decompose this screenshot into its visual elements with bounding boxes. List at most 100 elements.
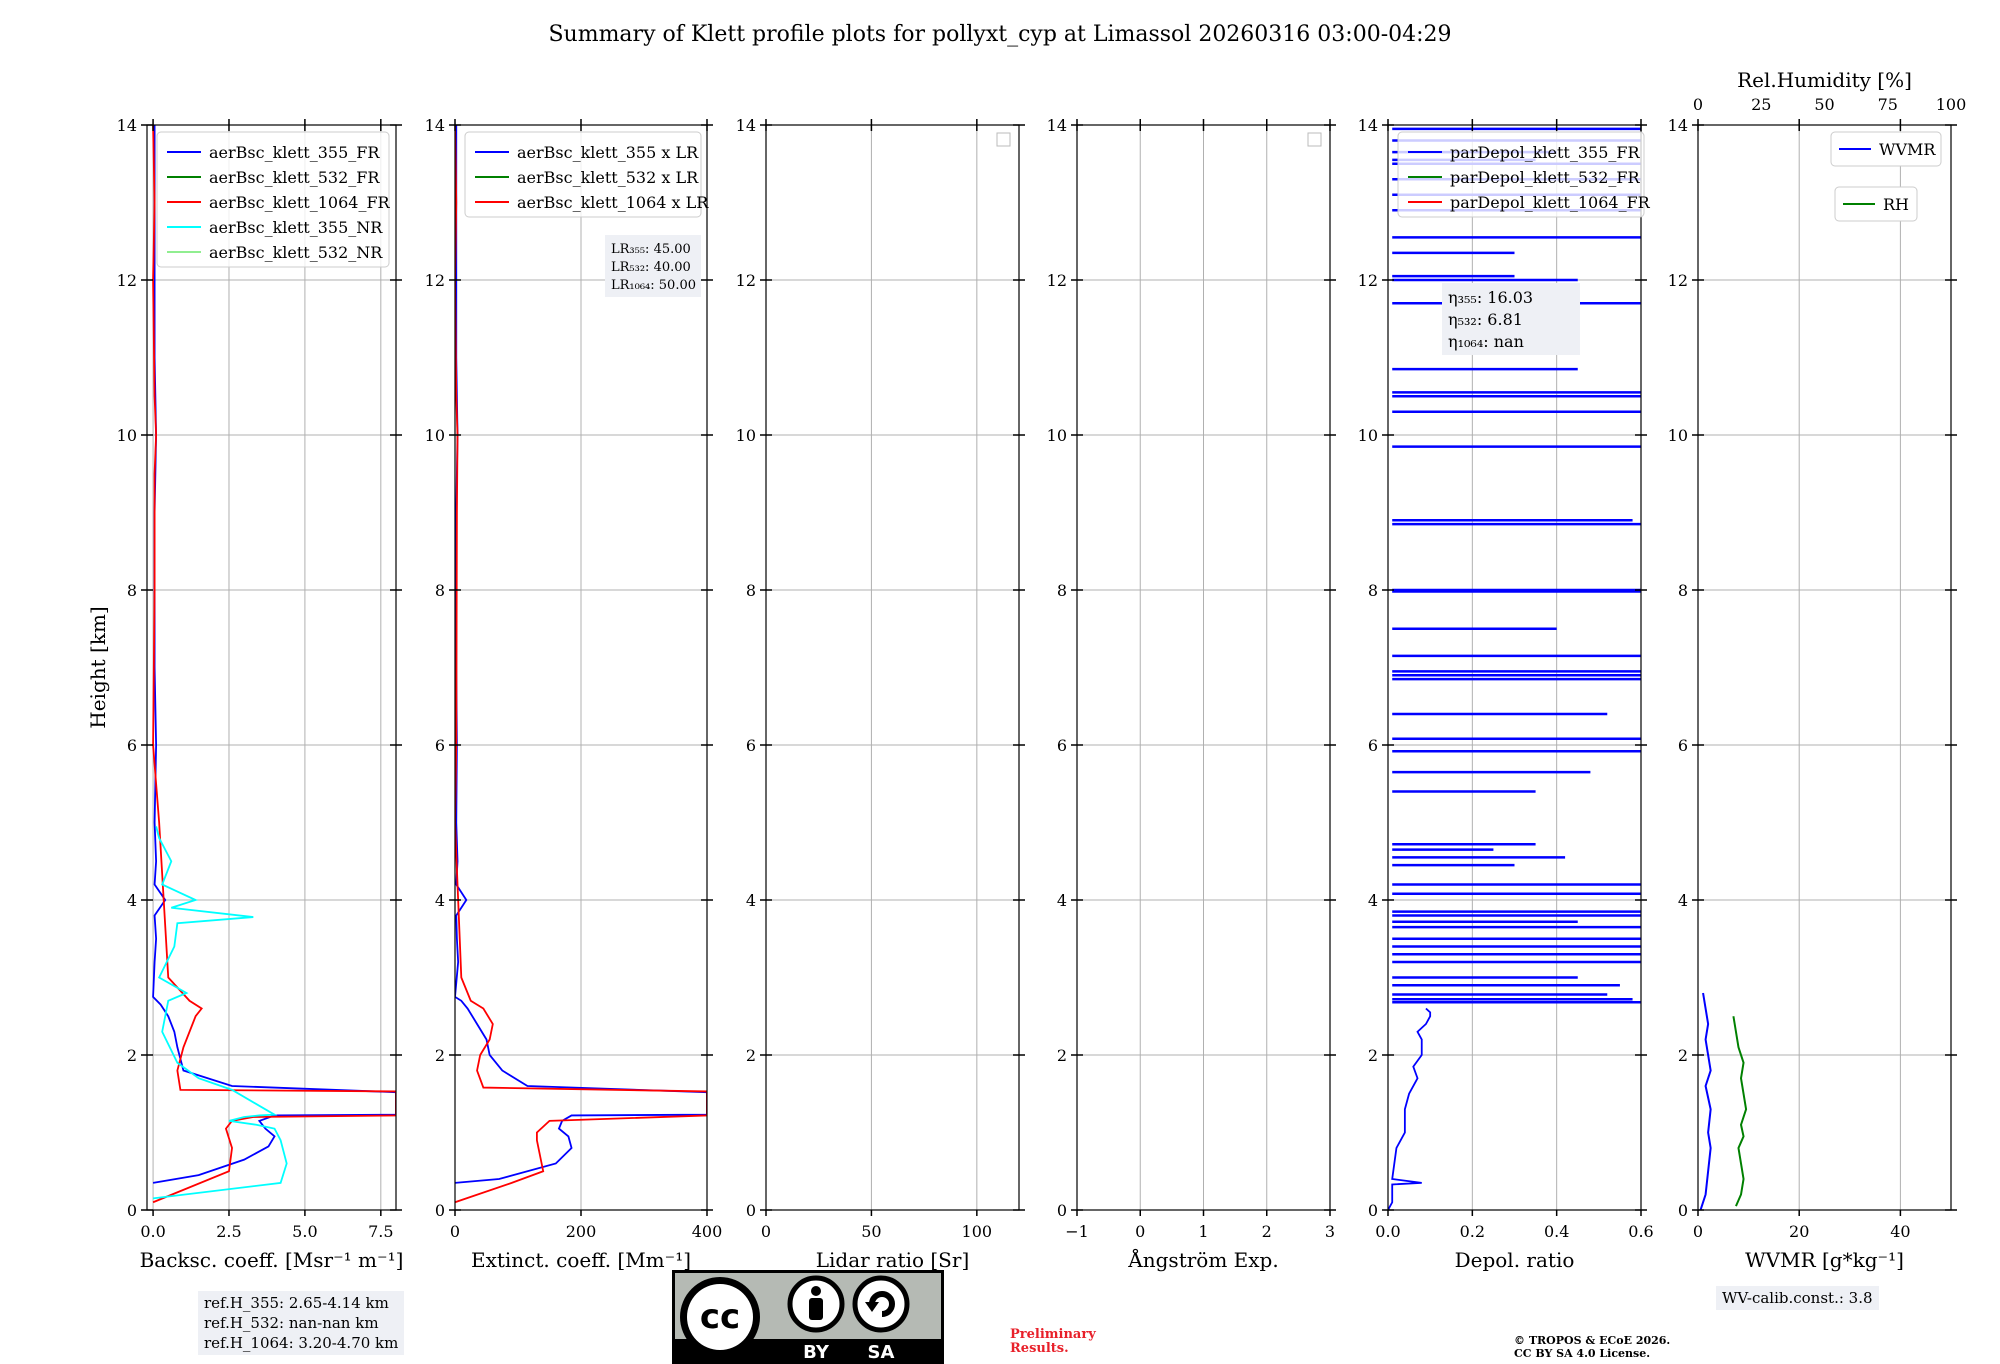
xaxis-label: Ångström Exp. bbox=[1127, 1247, 1278, 1272]
lr-annotation-box bbox=[605, 235, 701, 297]
xtick-label: 0 bbox=[1693, 1222, 1703, 1241]
legend-box-rh bbox=[1834, 186, 1918, 222]
ytick-label: 2 bbox=[746, 1046, 756, 1065]
xtick-label: 1 bbox=[1198, 1222, 1208, 1241]
legend-entry: parDepol_klett_1064_FR bbox=[1450, 193, 1651, 212]
xtick-label: 200 bbox=[566, 1222, 597, 1241]
legend-entry: aerBsc_klett_532_NR bbox=[209, 243, 383, 262]
ytick-label: 2 bbox=[1368, 1046, 1378, 1065]
xtick-label: 0.2 bbox=[1460, 1222, 1485, 1241]
ytick-label: 14 bbox=[1668, 116, 1688, 135]
ytick-label: 6 bbox=[1678, 736, 1688, 755]
ytick-label: 2 bbox=[127, 1046, 137, 1065]
legend-entry: parDepol_klett_532_FR bbox=[1450, 168, 1641, 187]
xaxis-label: Extinct. coeff. [Mm⁻¹] bbox=[471, 1248, 691, 1272]
copyright-line-2: CC BY SA 4.0 License. bbox=[1514, 1347, 1651, 1360]
legend-box-wvmr bbox=[1830, 131, 1942, 167]
legend-entry: aerBsc_klett_355_FR bbox=[209, 143, 380, 162]
cc-logo-text: cc bbox=[700, 1297, 740, 1337]
lr-label: LR₁₀₆₄: 50.00 bbox=[611, 278, 696, 293]
legend-box bbox=[156, 131, 390, 268]
panel-depolarization bbox=[1382, 119, 1647, 1216]
xaxis-label: Backsc. coeff. [Msr⁻¹ m⁻¹] bbox=[140, 1248, 404, 1272]
ytick-label: 0 bbox=[1368, 1201, 1378, 1220]
xaxis-label: WVMR [g*kg⁻¹] bbox=[1745, 1248, 1904, 1272]
yaxis-label: Height [km] bbox=[86, 606, 110, 728]
ytick-label: 0 bbox=[1057, 1201, 1067, 1220]
panel-water_vapor bbox=[1692, 119, 1957, 1216]
ytick-label: 2 bbox=[435, 1046, 445, 1065]
ytick-label: 6 bbox=[435, 736, 445, 755]
ref-height-355: ref.H_355: 2.65-4.14 km bbox=[204, 1294, 389, 1312]
sa-share-alike-icon bbox=[852, 1275, 910, 1333]
ytick-label: 14 bbox=[117, 116, 137, 135]
xtick-label: 0.6 bbox=[1628, 1222, 1653, 1241]
ytick-label: 14 bbox=[1358, 116, 1378, 135]
lr-label: LR₅₃₂: 40.00 bbox=[611, 260, 691, 275]
xtick-label: 0.4 bbox=[1544, 1222, 1569, 1241]
xtick-label: 40 bbox=[1890, 1222, 1910, 1241]
ytick-label: 4 bbox=[1368, 891, 1378, 910]
ytick-label: 8 bbox=[1678, 581, 1688, 600]
axes-frame bbox=[146, 124, 397, 1211]
series-WVMR bbox=[1699, 992, 1712, 1210]
ytick-label: 6 bbox=[746, 736, 756, 755]
ref-height-532: ref.H_532: nan-nan km bbox=[204, 1314, 379, 1332]
by-person-head bbox=[811, 1286, 821, 1296]
ytick-label: 14 bbox=[425, 116, 445, 135]
series-aerBsc_klett_1064_FR bbox=[152, 125, 396, 1204]
ytick-label: 12 bbox=[117, 271, 137, 290]
sa-arrow-arc bbox=[869, 1291, 895, 1317]
cc-license-badge[interactable]: cc BY SA bbox=[672, 1270, 944, 1364]
legend-entry-rh: RH bbox=[1883, 195, 1909, 214]
eta-label: η₁₀₆₄: nan bbox=[1448, 332, 1524, 351]
series-parDepol_klett_355_FR bbox=[1388, 1007, 1432, 1210]
ytick-label: 8 bbox=[435, 581, 445, 600]
legend-entry: aerBsc_klett_1064 x LR bbox=[517, 193, 709, 212]
empty-legend bbox=[1307, 132, 1322, 147]
eta-label: η₅₃₂: 6.81 bbox=[1448, 310, 1523, 329]
xtick-label: 2 bbox=[1262, 1222, 1272, 1241]
ytick-label: 8 bbox=[127, 581, 137, 600]
ytick-label: 10 bbox=[425, 426, 445, 445]
xtick-label: 5.0 bbox=[292, 1222, 317, 1241]
legend-box bbox=[1397, 131, 1645, 218]
ytick-label: 6 bbox=[1057, 736, 1067, 755]
ytick-label: 12 bbox=[1358, 271, 1378, 290]
preliminary-results-label: Preliminary Results. bbox=[1010, 1328, 1096, 1356]
x2tick-label: 0 bbox=[1693, 95, 1703, 114]
x2tick-label: 100 bbox=[1936, 95, 1967, 114]
ytick-label: 6 bbox=[127, 736, 137, 755]
ytick-label: 4 bbox=[435, 891, 445, 910]
panel-extinction bbox=[449, 119, 713, 1216]
legend-entry: aerBsc_klett_532_FR bbox=[209, 168, 380, 187]
xtick-label: 0.0 bbox=[1375, 1222, 1400, 1241]
xtick-label: −1 bbox=[1065, 1222, 1089, 1241]
wv-calibration-label: WV-calib.const.: 3.8 bbox=[1722, 1289, 1873, 1307]
ytick-label: 0 bbox=[1678, 1201, 1688, 1220]
xtick-label: 0 bbox=[1135, 1222, 1145, 1241]
xtick-label: 50 bbox=[861, 1222, 881, 1241]
ytick-label: 4 bbox=[1057, 891, 1067, 910]
xtick-label: 400 bbox=[692, 1222, 723, 1241]
ytick-label: 12 bbox=[736, 271, 756, 290]
axes-frame bbox=[765, 124, 1020, 1211]
ytick-label: 8 bbox=[1368, 581, 1378, 600]
eta-annotation-box bbox=[1442, 283, 1580, 355]
x2axis-label: Rel.Humidity [%] bbox=[1737, 68, 1912, 92]
ytick-label: 4 bbox=[746, 891, 756, 910]
xtick-label: 100 bbox=[962, 1222, 993, 1241]
ytick-label: 2 bbox=[1678, 1046, 1688, 1065]
ytick-label: 4 bbox=[127, 891, 137, 910]
ytick-label: 14 bbox=[1047, 116, 1067, 135]
legend-entry: aerBsc_klett_1064_FR bbox=[209, 193, 391, 212]
axes-frame bbox=[1697, 124, 1952, 1211]
xaxis-label: Lidar ratio [Sr] bbox=[816, 1248, 970, 1272]
panel-lidar_ratio bbox=[760, 119, 1025, 1216]
xtick-label: 20 bbox=[1789, 1222, 1809, 1241]
ytick-label: 12 bbox=[1668, 271, 1688, 290]
xtick-label: 0 bbox=[450, 1222, 460, 1241]
ytick-label: 4 bbox=[1678, 891, 1688, 910]
ytick-label: 10 bbox=[1358, 426, 1378, 445]
